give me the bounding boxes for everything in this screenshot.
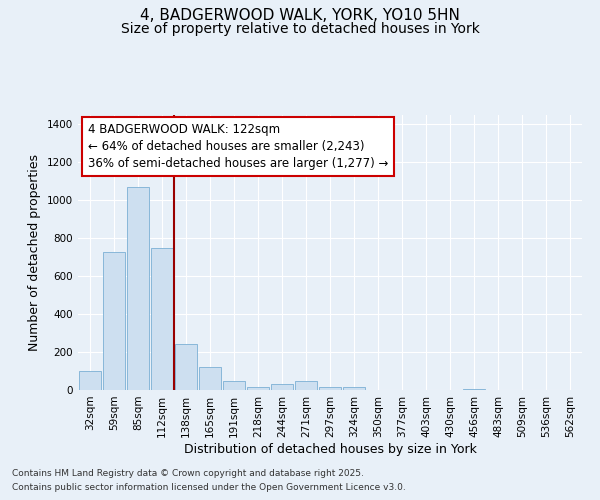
Bar [463, 389, 485, 390]
Bar [271, 384, 293, 390]
Text: 4 BADGERWOOD WALK: 122sqm
← 64% of detached houses are smaller (2,243)
36% of se: 4 BADGERWOOD WALK: 122sqm ← 64% of detac… [88, 123, 388, 170]
Text: Size of property relative to detached houses in York: Size of property relative to detached ho… [121, 22, 479, 36]
Bar [151, 248, 173, 390]
X-axis label: Distribution of detached houses by size in York: Distribution of detached houses by size … [184, 442, 476, 456]
Bar [247, 387, 269, 390]
Y-axis label: Number of detached properties: Number of detached properties [28, 154, 41, 351]
Bar [127, 187, 149, 390]
Bar [343, 387, 365, 390]
Bar [79, 371, 101, 390]
Bar [199, 367, 221, 390]
Text: 4, BADGERWOOD WALK, YORK, YO10 5HN: 4, BADGERWOOD WALK, YORK, YO10 5HN [140, 8, 460, 22]
Text: Contains HM Land Registry data © Crown copyright and database right 2025.: Contains HM Land Registry data © Crown c… [12, 468, 364, 477]
Bar [295, 380, 317, 390]
Bar [319, 387, 341, 390]
Bar [175, 344, 197, 390]
Bar [103, 252, 125, 390]
Bar [223, 380, 245, 390]
Text: Contains public sector information licensed under the Open Government Licence v3: Contains public sector information licen… [12, 484, 406, 492]
